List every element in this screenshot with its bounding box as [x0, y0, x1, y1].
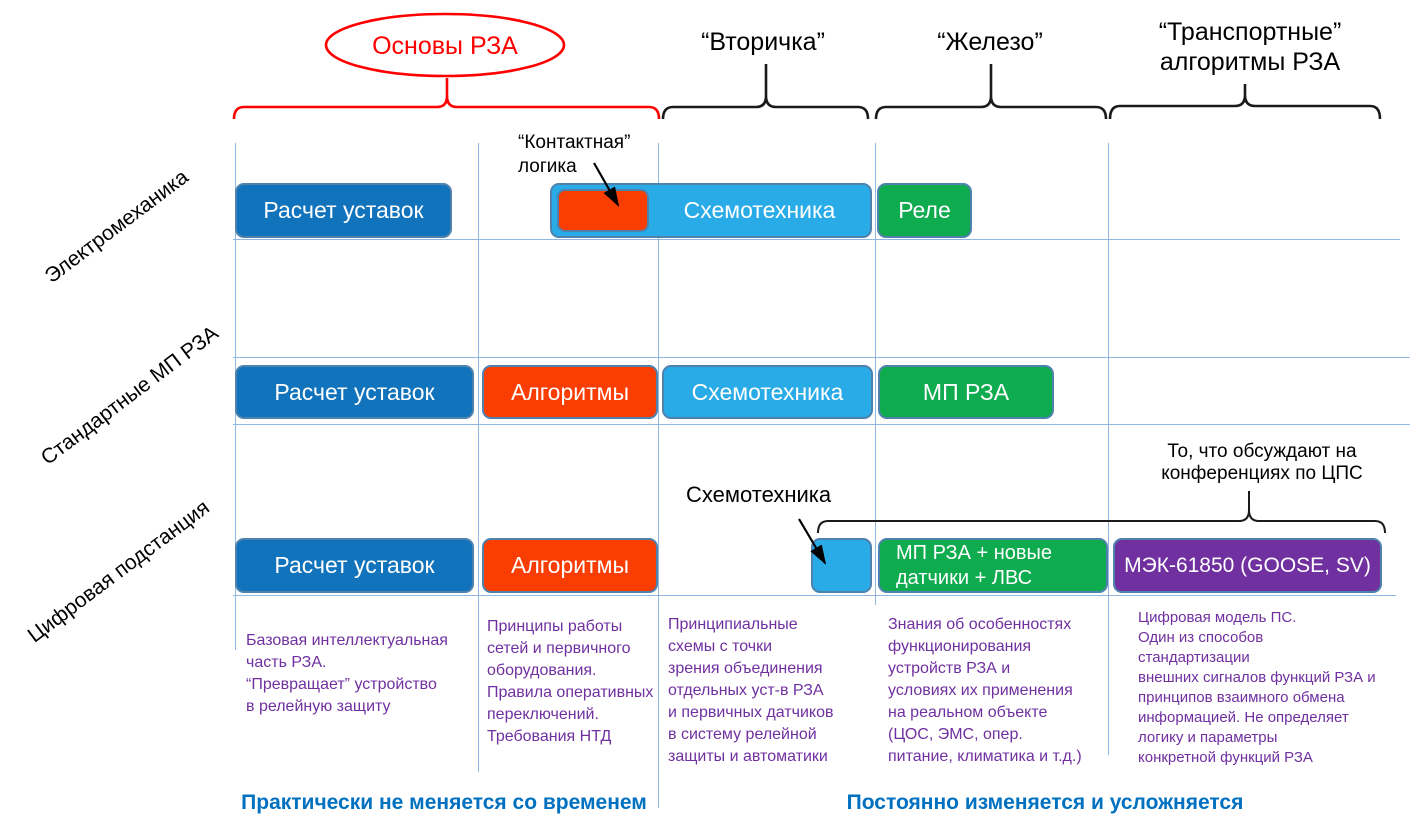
block-label: МП РЗА + новые датчики + ЛВС	[896, 541, 1052, 589]
block-label: МП РЗА	[922, 378, 1010, 405]
block-label: Алгоритмы	[511, 552, 629, 578]
grid-line-vertical	[478, 143, 479, 772]
block-label: Схемотехника	[691, 378, 844, 405]
grid-line-horizontal	[233, 239, 1400, 240]
block-label: Расчет уставок	[263, 197, 424, 223]
brace-vtorichka	[661, 95, 870, 120]
header-osnovy-rza: Основы РЗА	[372, 32, 518, 60]
block-label: Алгоритмы	[511, 378, 629, 405]
description-col1: Базовая интеллектуальная часть РЗА. “Пре…	[246, 632, 448, 715]
brace-zhelezo	[874, 95, 1108, 120]
annotation-shemotehnika: Схемотехника	[686, 482, 832, 507]
grid-line-vertical	[1108, 143, 1109, 755]
grid-line-vertical	[875, 143, 876, 605]
block-algoritmy-row2: Алгоритмы	[482, 365, 658, 419]
block-label: Расчет уставок	[274, 552, 435, 578]
brace-transport	[1108, 94, 1382, 120]
block-shemotehnika-row2: Схемотехника	[662, 365, 873, 419]
block-label: Расчет уставок	[274, 378, 435, 405]
grid-line-horizontal	[233, 357, 1410, 358]
row-label-cifrovaya-podstanciya: Цифровая подстанция	[23, 495, 214, 648]
block-mp-rza-novye-datchiki-lvs: МП РЗА + новые датчики + ЛВС	[878, 538, 1108, 593]
block-algoritmy-row3: Алгоритмы	[482, 538, 658, 593]
annotation-kontaktnaya-logika: “Контактная” логика	[518, 132, 631, 177]
block-raschet-ustavok-row2: Расчет уставок	[235, 365, 474, 419]
block-mp-rza-row2: МП РЗА	[878, 365, 1054, 419]
footer-left-caption: Практически не меняется со временем	[241, 791, 647, 814]
block-kontaktnaya-logika-inset	[557, 189, 649, 232]
block-raschet-ustavok-row1: Расчет уставок	[235, 183, 452, 238]
block-label: Схемотехника	[683, 197, 836, 223]
description-col3: Принципиальные схемы с точки зрения объе…	[668, 616, 834, 765]
header-vtorichka: “Вторичка”	[701, 28, 825, 56]
row-label-standartnye-mp-rza: Стандартные МП РЗА	[36, 321, 223, 470]
block-label: МЭК-61850 (GOOSE, SV)	[1124, 553, 1371, 577]
block-mek-61850-goose-sv: МЭК-61850 (GOOSE, SV)	[1113, 538, 1382, 593]
grid-line-vertical	[658, 143, 659, 808]
description-col2: Принципы работы сетей и первичного обору…	[487, 618, 654, 745]
annotation-cps-conferences: То, что обсуждают на конференциях по ЦПС	[1161, 441, 1363, 484]
description-col4: Знания об особенностях функционирования …	[888, 616, 1082, 765]
brace-osnovy	[232, 95, 661, 120]
header-zhelezo: “Железо”	[937, 28, 1043, 56]
header-transport-algoritmy: “Транспортные” алгоритмы РЗА	[1158, 18, 1342, 76]
grid-line-horizontal	[233, 595, 1396, 596]
row-label-elektromehanika: Электромеханика	[40, 165, 193, 288]
block-shemotehnika-small-row3	[811, 538, 872, 593]
brace-cps	[817, 509, 1386, 534]
block-label: Реле	[898, 197, 951, 223]
block-shemotehnika-row1: Схемотехника	[550, 183, 872, 238]
block-rele-row1: Реле	[877, 183, 972, 238]
grid-line-horizontal	[233, 424, 1410, 425]
block-raschet-ustavok-row3: Расчет уставок	[235, 538, 474, 593]
footer-right-caption: Постоянно изменяется и усложняется	[846, 791, 1244, 814]
description-col5: Цифровая модель ПС. Один из способов ста…	[1138, 609, 1376, 766]
